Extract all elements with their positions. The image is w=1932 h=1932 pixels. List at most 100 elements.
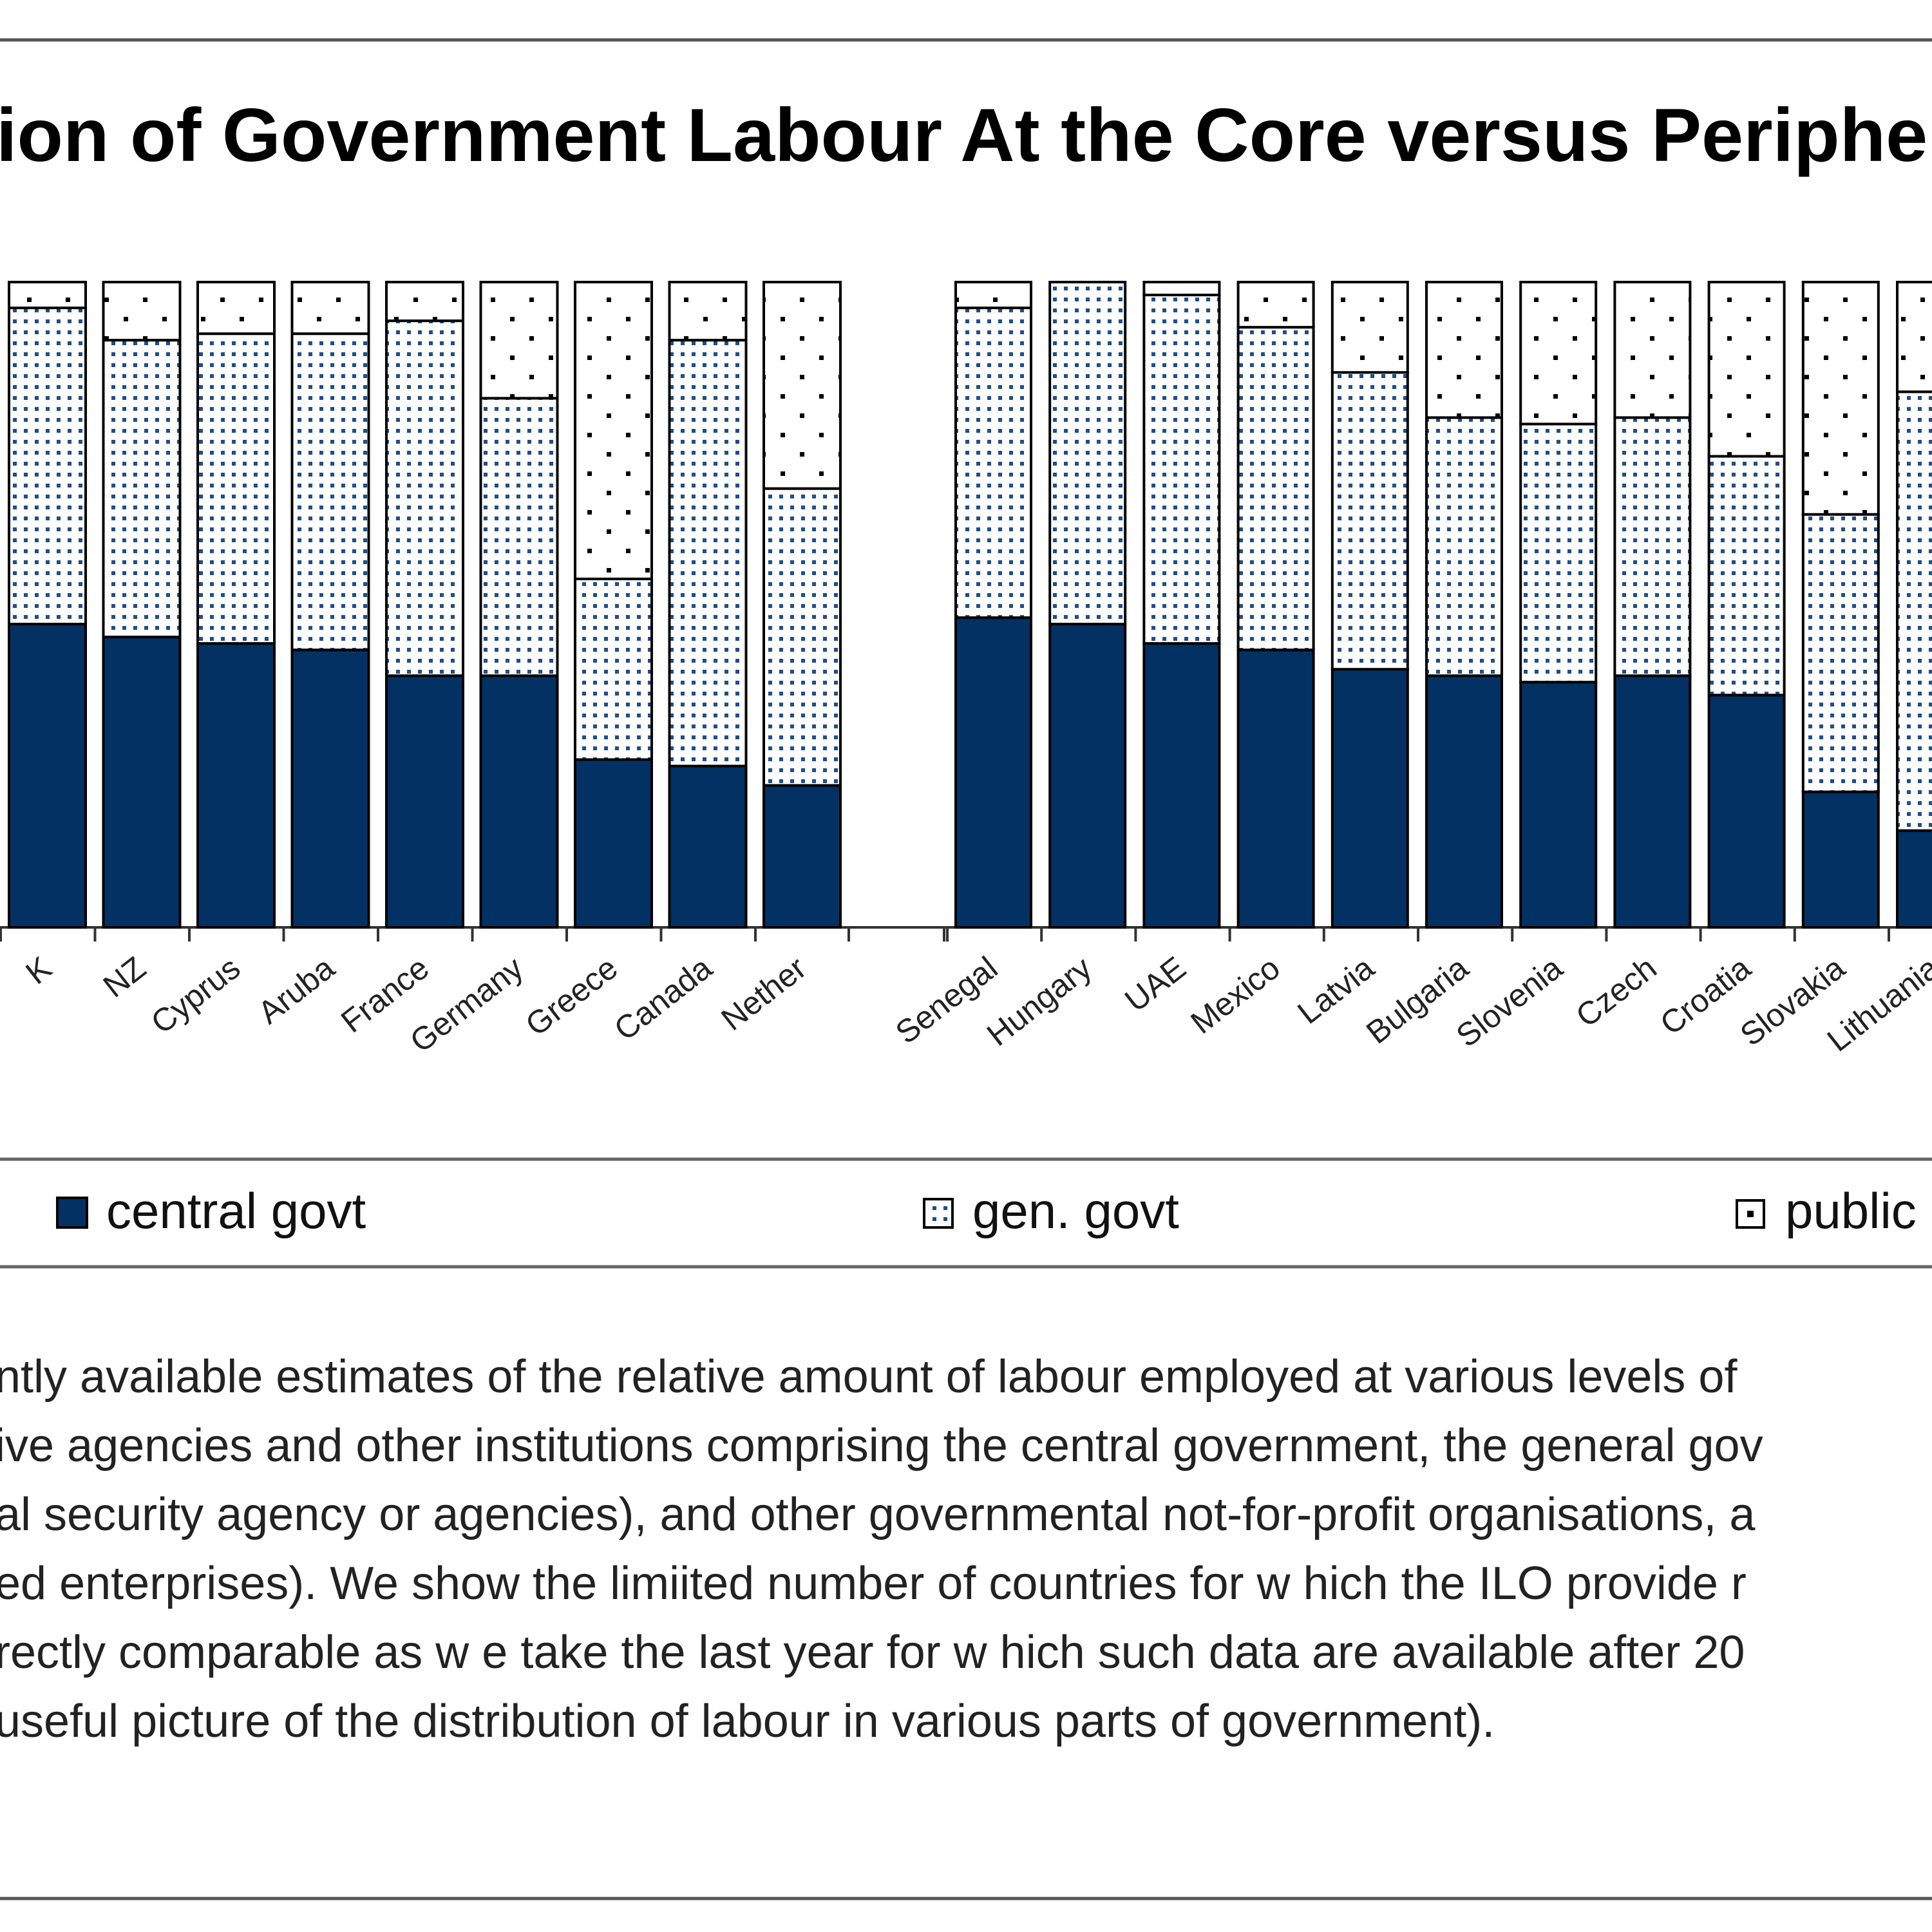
bar-hungary [1048,281,1127,929]
x-tick-label: UAE [1118,950,1192,1019]
legend-entry-general: gen. govt [923,1182,1179,1239]
caption-line: ed enterprises). We show the limiited nu… [0,1558,1747,1609]
x-tick-label: Czech [1569,950,1663,1034]
legend-entry-central: central govt [56,1182,366,1239]
bar-segment-general [1707,455,1786,697]
bar-segment-public [1236,281,1315,329]
legend-label-public: public [1785,1182,1917,1239]
bar-segment-central [290,649,370,929]
bar-segment-general [954,307,1032,620]
bar-nz [102,281,182,929]
x-tick-label: NZ [97,950,153,1005]
bar-segment-public [8,281,87,310]
bar-stack-group [8,281,1932,929]
bar-nether [762,281,842,929]
bar-segment-public [479,281,559,400]
bar-segment-public [1801,281,1880,516]
bar-segment-public [1331,281,1409,374]
bar-segment-public [668,281,748,342]
legend: central govt gen. govt public [56,1182,1917,1239]
bar-segment-general [1425,416,1503,677]
bar-canada [668,281,748,929]
bar-segment-central [1801,790,1880,929]
legend-label-central: central govt [106,1182,366,1239]
bar-segment-central [1613,674,1692,929]
bar-segment-public [954,281,1032,310]
x-tick-label: Aruba [251,949,341,1030]
bar-segment-public [1613,281,1692,419]
bar-france [385,281,464,929]
bar-segment-general [1613,416,1692,677]
x-tick-label: Hungary [980,950,1098,1053]
bar-segment-central [954,616,1032,929]
bar-segment-public [1142,281,1221,297]
bar-segment-general [1331,371,1409,671]
x-tick-label: Cyprus [144,950,247,1041]
bar-segment-central [1236,649,1315,929]
bar-segment-general [479,397,559,677]
x-tick-label: K [19,950,59,992]
bar-segment-general [1801,513,1880,793]
bar-mexico [1236,281,1315,929]
bar-segment-public [102,281,182,342]
bar-segment-general [762,487,842,787]
legend-swatch-public-dot [1747,1211,1754,1217]
x-tick-label: Greece [519,950,625,1043]
bar-segment-general [8,307,87,626]
bar-segment-public [290,281,370,336]
bar-senegal [954,281,1032,929]
x-tick-label: Canada [607,949,719,1047]
chart-title: ion of Government Labour At the Core ver… [0,93,1932,177]
bar-bulgaria [1425,281,1503,929]
legend-swatch-general [923,1198,954,1229]
bar-cyprus [196,281,276,929]
bar-slovenia [1519,281,1598,929]
bar-aruba [290,281,370,929]
figure-caption: ntly available estimates of the relative… [0,1343,1932,1756]
bar-segment-general [1142,294,1221,645]
bar-croatia [1707,281,1786,929]
bar-segment-central [1425,674,1503,929]
bar-segment-central [762,784,842,929]
bar-segment-central [102,636,182,929]
x-tick-label: Mexico [1184,950,1287,1041]
bar-segment-public [574,281,653,580]
bar-segment-general [574,577,653,761]
bar-segment-general [196,332,276,645]
bar-segment-general [1048,281,1127,626]
bar-segment-public [385,281,464,323]
bar-segment-central [574,758,653,929]
caption-line: rectly comparable as w e take the last y… [0,1627,1745,1678]
bar-segment-central [1048,623,1127,929]
caption-line: ntly available estimates of the relative… [0,1351,1738,1403]
legend-swatch-central [56,1197,88,1229]
x-tick-label: Senegal [889,950,1004,1051]
bar-segment-general [668,339,748,768]
caption-line: al security agency or agencies), and oth… [0,1489,1756,1540]
bar-segment-general [290,332,370,652]
bar-segment-central [1331,668,1409,929]
x-tick-label: Slovenia [1450,949,1569,1054]
caption-line: ive agencies and other institutions comp… [0,1420,1763,1472]
bar-uae [1142,281,1221,929]
bar-segment-public [196,281,276,336]
bar-segment-central [479,674,559,929]
bar-segment-central [1519,681,1598,929]
bar-segment-central [196,642,276,929]
bar-greece [574,281,653,929]
bar-segment-general [1236,326,1315,652]
bar-latvia [1331,281,1409,929]
bar-segment-central [1142,642,1221,929]
bar-segment-general [1519,422,1598,684]
bar-segment-public [1896,281,1932,393]
bar-segment-central [385,674,464,929]
bar-slovakia [1801,281,1880,929]
bar-segment-public [762,281,842,490]
bar-segment-general [102,339,182,639]
bar-segment-general [1896,390,1932,832]
x-tick-label: Nether [715,950,813,1038]
bar-segment-central [668,764,748,929]
bar-czech [1613,281,1692,929]
